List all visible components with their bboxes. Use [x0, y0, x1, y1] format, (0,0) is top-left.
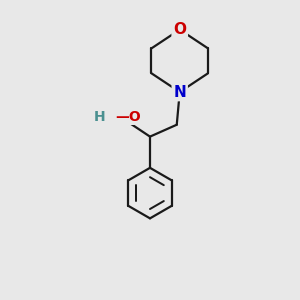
Text: N: N	[173, 85, 186, 100]
Text: —O: —O	[115, 110, 141, 124]
Text: H: H	[94, 110, 105, 124]
Text: O: O	[173, 22, 186, 37]
